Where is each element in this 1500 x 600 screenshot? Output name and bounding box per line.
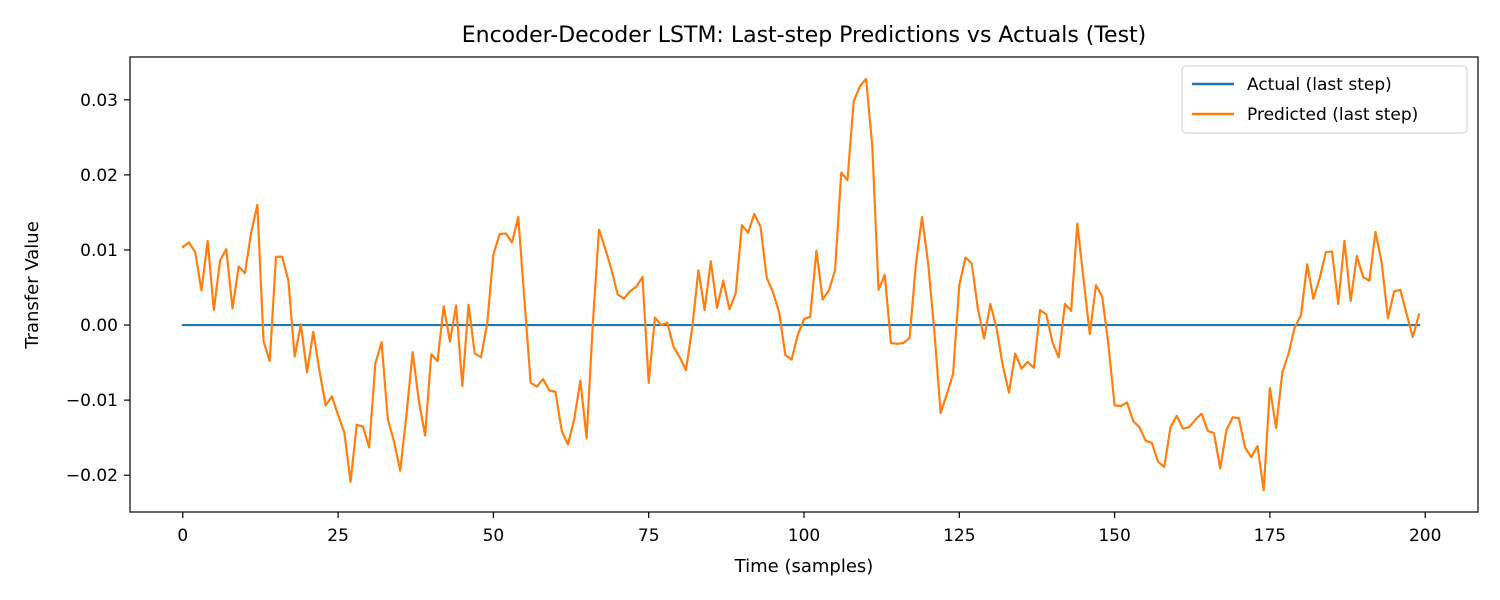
legend-label-predicted: Predicted (last step) bbox=[1247, 105, 1418, 125]
y-tick-label: −0.01 bbox=[66, 391, 118, 411]
x-tick-label: 50 bbox=[483, 526, 505, 546]
y-axis: −0.02 −0.01 0.00 0.01 0.02 0.03 bbox=[66, 91, 130, 486]
legend-label-actual: Actual (last step) bbox=[1247, 75, 1392, 95]
y-tick-label: 0.02 bbox=[80, 166, 118, 186]
x-tick-label: 175 bbox=[1254, 526, 1286, 546]
chart-title: Encoder-Decoder LSTM: Last-step Predicti… bbox=[462, 23, 1147, 48]
x-tick-label: 200 bbox=[1409, 526, 1441, 546]
legend-box bbox=[1181, 65, 1468, 134]
y-axis-label: Transfer Value bbox=[22, 221, 43, 350]
y-tick-label: 0.00 bbox=[80, 316, 118, 336]
y-tick-label: 0.01 bbox=[80, 241, 118, 261]
x-axis: 0 25 50 75 100 125 150 175 200 bbox=[177, 512, 1441, 546]
x-axis-label: Time (samples) bbox=[734, 556, 874, 577]
x-tick-label: 0 bbox=[177, 526, 188, 546]
x-tick-label: 25 bbox=[327, 526, 349, 546]
x-tick-label: 100 bbox=[788, 526, 820, 546]
y-tick-label: 0.03 bbox=[80, 91, 118, 111]
y-tick-label: −0.02 bbox=[66, 466, 118, 486]
x-tick-label: 125 bbox=[943, 526, 975, 546]
series-line-predicted bbox=[181, 77, 1421, 492]
legend: Actual (last step) Predicted (last step) bbox=[1181, 65, 1468, 134]
x-tick-label: 75 bbox=[638, 526, 660, 546]
x-tick-label: 150 bbox=[1098, 526, 1130, 546]
series-layer bbox=[181, 77, 1421, 492]
